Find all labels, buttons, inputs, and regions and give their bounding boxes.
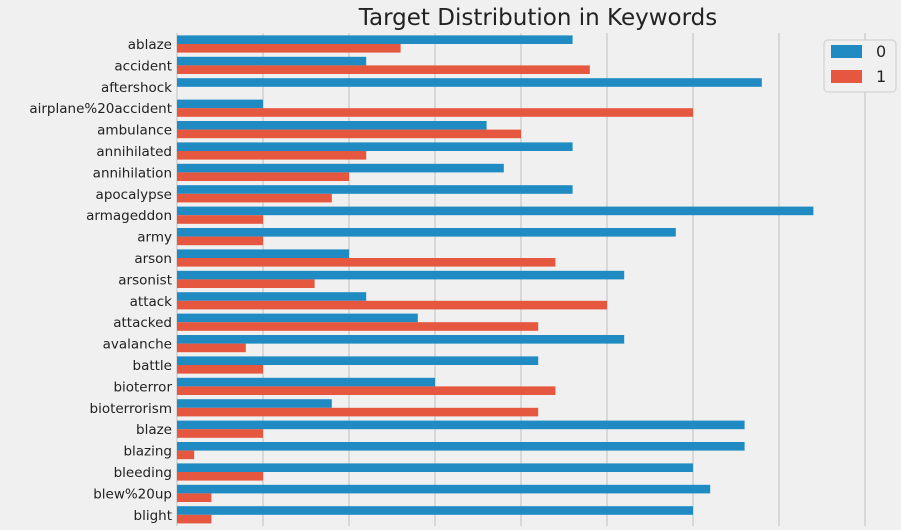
bar-series-0 (177, 163, 504, 173)
bar-series-1 (177, 108, 693, 117)
legend-label: 1 (876, 67, 886, 86)
bar-series-0 (177, 99, 263, 109)
bar-series-0 (177, 206, 814, 216)
bar-series-0 (177, 142, 573, 151)
bar-series-1 (177, 365, 263, 374)
category-label: bioterrorism (90, 401, 173, 417)
legend: 01 (823, 39, 897, 93)
bar-series-0 (177, 356, 539, 365)
category-label: attacked (113, 315, 172, 331)
category-label: armageddon (86, 208, 172, 224)
bar-series-1 (177, 300, 607, 310)
bar-series-1 (177, 343, 246, 353)
bar-series-0 (177, 399, 332, 408)
category-label: blight (134, 508, 173, 524)
bar-series-0 (177, 420, 745, 430)
bar-series-0 (177, 313, 418, 323)
bar-series-1 (177, 151, 367, 160)
bar-series-1 (177, 450, 195, 460)
bar-series-0 (177, 35, 573, 44)
bars-layer (177, 35, 814, 524)
legend-label: 0 (876, 42, 886, 61)
category-label: blazing (123, 444, 172, 460)
category-label: arson (134, 251, 172, 267)
category-label: avalanche (103, 337, 172, 353)
bar-series-1 (177, 472, 263, 481)
legend-swatch (831, 70, 862, 83)
bar-series-0 (177, 506, 693, 515)
bar-series-0 (177, 185, 573, 194)
bar-series-0 (177, 463, 693, 472)
bar-series-0 (177, 484, 711, 494)
category-label: annihilated (96, 144, 172, 160)
category-label: battle (133, 358, 173, 374)
bar-series-0 (177, 442, 745, 451)
category-label: annihilation (93, 165, 172, 181)
bar-series-1 (177, 44, 401, 53)
category-label: accident (114, 58, 172, 74)
category-label: bioterror (113, 379, 172, 395)
category-label: blaze (136, 422, 172, 438)
bar-series-1 (177, 493, 212, 502)
category-label: bleeding (114, 465, 172, 481)
category-label: aftershock (101, 80, 172, 96)
bar-series-1 (177, 193, 332, 203)
category-label: attack (130, 294, 173, 310)
bar-series-1 (177, 407, 539, 417)
bar-series-0 (177, 292, 367, 301)
bar-series-1 (177, 172, 349, 181)
category-label: ablaze (128, 37, 172, 53)
bar-series-1 (177, 258, 556, 267)
category-label: blew%20up (93, 486, 172, 502)
bar-series-0 (177, 377, 435, 387)
category-label: arsonist (118, 272, 172, 288)
bar-series-0 (177, 335, 625, 344)
bar-series-1 (177, 236, 263, 246)
category-label: airplane%20accident (29, 101, 172, 117)
chart-title: Target Distribution in Keywords (358, 5, 717, 31)
bar-series-1 (177, 429, 263, 438)
bar-series-0 (177, 228, 676, 237)
bar-series-1 (177, 386, 556, 395)
bar-series-0 (177, 249, 349, 258)
bar-series-1 (177, 514, 212, 524)
bar-series-1 (177, 215, 263, 224)
bar-series-1 (177, 322, 539, 331)
category-label: ambulance (97, 123, 172, 139)
bar-series-1 (177, 65, 590, 74)
category-labels: ablaze accident aftershock airplane%20accid… (29, 37, 172, 524)
category-label: army (137, 230, 172, 246)
bar-series-1 (177, 279, 315, 288)
bar-series-0 (177, 78, 762, 87)
bar-series-0 (177, 121, 487, 130)
bar-series-1 (177, 129, 521, 139)
bar-series-0 (177, 270, 625, 280)
legend-swatch (831, 45, 862, 58)
category-label: apocalypse (96, 187, 172, 203)
bar-series-0 (177, 56, 367, 66)
